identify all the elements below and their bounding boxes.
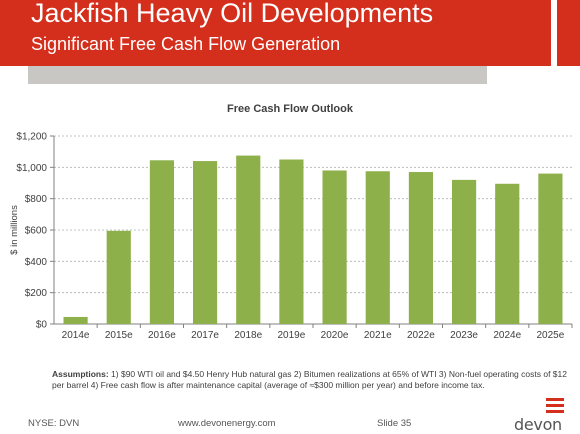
bar-2019e [279, 159, 304, 324]
bar-2018e [236, 155, 261, 324]
y-tick-label: $600 [25, 226, 48, 237]
bar-2021e [365, 171, 390, 324]
assumptions-label: Assumptions: [52, 369, 109, 379]
bar-2024e [495, 183, 520, 324]
x-tick-label: 2020e [321, 330, 349, 341]
x-tick-label: 2022e [407, 330, 435, 341]
devon-logo: devon [514, 398, 566, 434]
y-tick-label: $800 [25, 194, 48, 205]
y-tick-label: $400 [25, 257, 48, 268]
header-red-band [0, 0, 551, 66]
assumptions-text: 1) $90 WTI oil and $4.50 Henry Hub natur… [52, 369, 567, 390]
x-tick-label: 2021e [364, 330, 392, 341]
slide-subtitle: Significant Free Cash Flow Generation [31, 34, 341, 54]
x-tick-label: 2018e [234, 330, 262, 341]
chart-title: Free Cash Flow Outlook [227, 103, 353, 115]
y-tick-label: $1,200 [16, 132, 47, 143]
x-tick-label: 2017e [191, 330, 219, 341]
x-tick-label: 2015e [105, 330, 133, 341]
slide-title: Jackfish Heavy Oil Developments [31, 0, 434, 28]
bar-2015e [106, 230, 131, 324]
x-tick-label: 2019e [278, 330, 306, 341]
x-tick-label: 2025e [537, 330, 565, 341]
header-red-tab [557, 0, 580, 66]
bar-2020e [322, 170, 347, 324]
y-tick-label: $0 [36, 320, 48, 331]
footer-slide-number: Slide 35 [377, 418, 412, 429]
x-tick-label: 2016e [148, 330, 176, 341]
y-axis-title: $ in millions [9, 205, 20, 255]
footer-website[interactable]: www.devonenergy.com [178, 418, 276, 429]
x-tick-label: 2014e [62, 330, 90, 341]
assumptions-note: Assumptions: 1) $90 WTI oil and $4.50 He… [52, 369, 572, 391]
y-tick-label: $1,000 [16, 163, 47, 174]
bar-2014e [63, 316, 88, 324]
bar-2016e [149, 160, 175, 324]
bar-2025e [538, 173, 563, 324]
y-tick-label: $200 [25, 288, 48, 299]
footer-ticker: NYSE: DVN [28, 418, 80, 429]
bar-2017e [192, 161, 218, 324]
x-tick-label: 2023e [450, 330, 478, 341]
devon-logo-wordmark: devon [514, 415, 562, 434]
bar-2022e [408, 172, 434, 324]
devon-logo-mark-icon [546, 398, 564, 413]
x-tick-label: 2024e [493, 330, 521, 341]
bar-2023e [451, 179, 477, 324]
